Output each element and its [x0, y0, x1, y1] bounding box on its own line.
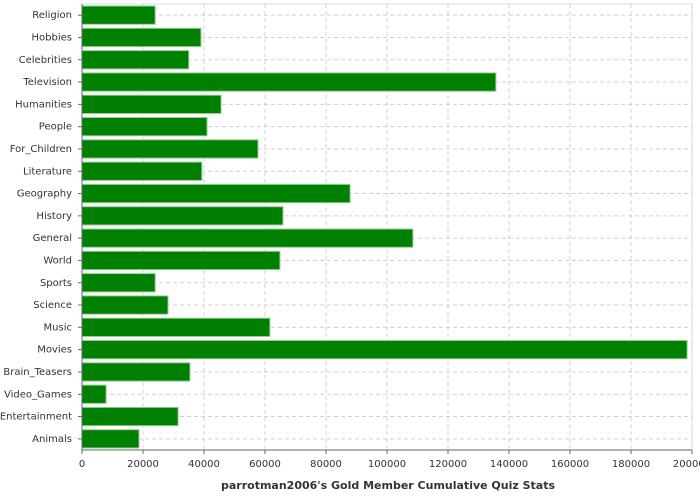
y-tick-label: Video_Games [4, 389, 72, 400]
y-tick-label: Sports [40, 278, 72, 289]
x-tick-label: 140000 [490, 459, 528, 470]
bar [81, 50, 190, 70]
bar [81, 295, 169, 315]
y-tick-label: Music [44, 322, 72, 333]
y-tick-label: Celebrities [19, 55, 72, 66]
y-tick-label: Geography [17, 189, 72, 200]
x-tick-label: 20000 [127, 459, 159, 470]
y-tick-label: Hobbies [32, 32, 72, 43]
x-tick-label: 180000 [612, 459, 650, 470]
y-tick-label: Humanities [15, 99, 72, 110]
bar [81, 161, 203, 181]
y-tick-label: For_Children [10, 144, 72, 155]
y-tick-label: Brain_Teasers [3, 367, 72, 378]
bar [81, 250, 281, 271]
y-tick-label: Animals [32, 434, 72, 445]
bar [81, 183, 351, 204]
bar [81, 228, 414, 248]
x-tick-label: 60000 [249, 459, 281, 470]
bar [81, 340, 688, 360]
bar [81, 273, 156, 293]
x-tick-label: 80000 [310, 459, 342, 470]
bar [81, 5, 156, 25]
x-tick-label: 200000 [673, 459, 700, 470]
y-tick-label: Science [33, 300, 72, 311]
y-tick-label: Literature [23, 166, 72, 177]
bar [81, 117, 208, 137]
y-tick-label: General [33, 233, 72, 244]
y-tick-label: People [39, 122, 72, 133]
bar [81, 317, 271, 337]
bar [81, 139, 259, 159]
y-tick-label: Movies [37, 345, 72, 356]
bar [81, 384, 107, 404]
x-tick-label: 160000 [551, 459, 589, 470]
bar [81, 72, 497, 92]
y-tick-label: Religion [32, 10, 72, 21]
bar [81, 206, 284, 226]
bar [81, 406, 179, 427]
bar [81, 27, 202, 48]
x-tick-label: 0 [79, 459, 85, 470]
bar [81, 429, 140, 449]
bar [81, 362, 191, 382]
x-tick-label: 100000 [368, 459, 406, 470]
y-tick-label: Television [22, 77, 72, 88]
y-tick-label: World [43, 255, 72, 266]
y-tick-label: Entertainment [0, 412, 72, 423]
bar [81, 94, 222, 114]
x-tick-label: 40000 [188, 459, 220, 470]
x-tick-label: 120000 [429, 459, 467, 470]
chart-title: parrotman2006's Gold Member Cumulative Q… [221, 479, 555, 492]
y-tick-label: History [36, 211, 72, 222]
